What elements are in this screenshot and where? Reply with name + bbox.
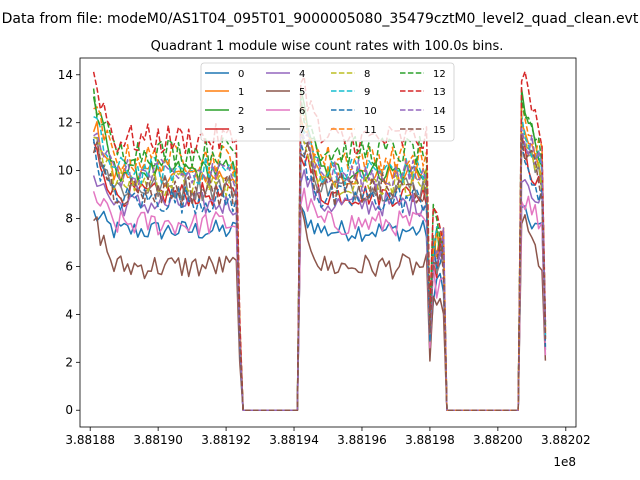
- legend-label-10: 10: [364, 106, 377, 117]
- y-tick-label: 4: [65, 307, 73, 321]
- legend-label-0: 0: [238, 69, 244, 80]
- legend-label-5: 5: [299, 87, 305, 98]
- y-tick-label: 2: [65, 355, 73, 369]
- legend-label-2: 2: [238, 106, 244, 117]
- x-tick-label: 3.88200: [473, 433, 523, 447]
- legend-label-4: 4: [299, 69, 305, 80]
- legend-label-14: 14: [433, 106, 446, 117]
- x-offset-label: 1e8: [553, 455, 576, 469]
- legend-label-7: 7: [299, 125, 305, 136]
- x-tick-label: 3.88194: [269, 433, 319, 447]
- legend-label-13: 13: [433, 87, 446, 98]
- y-tick-label: 6: [65, 259, 73, 273]
- x-tick-label: 3.88196: [337, 433, 387, 447]
- legend-label-6: 6: [299, 106, 305, 117]
- chart-suptitle: Data from file: modeM0/AS1T04_095T01_900…: [2, 11, 639, 27]
- y-tick-label: 8: [65, 212, 73, 226]
- axes-layer: 3.88188 3.88190 3.88192 3.88194 3.88196 3.881…: [58, 68, 591, 447]
- x-tick-label: 3.88198: [405, 433, 455, 447]
- series-layer: [92, 70, 547, 411]
- x-tick-label: 3.88202: [541, 433, 591, 447]
- x-tick-label: 3.88190: [133, 433, 183, 447]
- legend-frame: [200, 62, 455, 142]
- y-tick-label: 14: [58, 68, 73, 82]
- legend-label-12: 12: [433, 69, 446, 80]
- chart-title: Quadrant 1 module wise count rates with …: [151, 39, 504, 54]
- x-tick-label: 3.88188: [65, 433, 115, 447]
- legend-label-11: 11: [364, 125, 377, 136]
- legend-label-3: 3: [238, 125, 244, 136]
- y-tick-label: 0: [65, 403, 73, 417]
- plot-frame: [79, 57, 577, 428]
- legend-label-9: 9: [364, 87, 370, 98]
- series-line-14: [93, 127, 547, 411]
- legend-label-8: 8: [364, 69, 370, 80]
- x-tick-label: 3.88192: [201, 433, 251, 447]
- legend-label-1: 1: [238, 87, 244, 98]
- legend-label-15: 15: [433, 125, 446, 136]
- y-tick-label: 10: [58, 164, 73, 178]
- y-tick-label: 12: [58, 116, 73, 130]
